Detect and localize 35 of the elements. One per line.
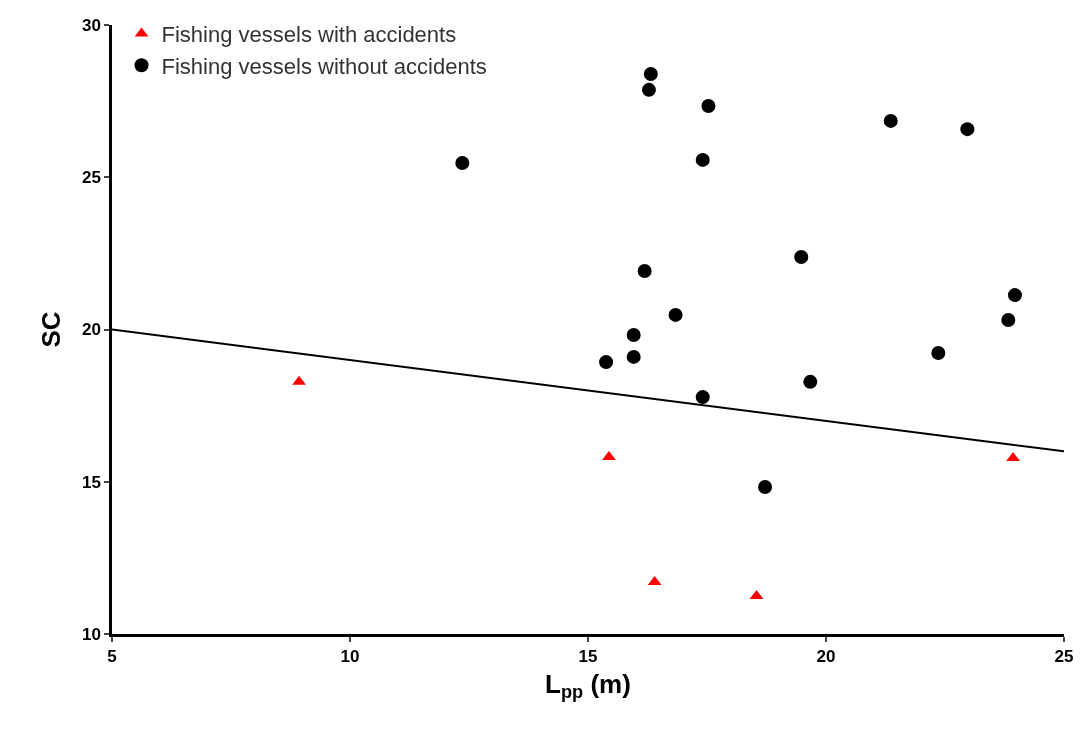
point [883, 113, 898, 128]
legend-label: Fishing vessels with accidents [161, 22, 457, 48]
y-tick-label: 15 [81, 472, 101, 492]
y-tick-label: 25 [81, 168, 101, 188]
x-tick-label: 15 [578, 647, 598, 667]
point [1001, 313, 1016, 328]
point [695, 152, 710, 167]
point [626, 327, 641, 342]
y-tick-label: 30 [81, 15, 101, 35]
point [602, 451, 616, 461]
legend-label: Fishing vessels without accidents [161, 53, 487, 79]
point [794, 250, 809, 265]
point [803, 374, 818, 389]
point [643, 67, 658, 82]
x-tick-label: 25 [1054, 647, 1074, 667]
point [455, 155, 470, 170]
point [695, 390, 710, 405]
point [641, 82, 656, 97]
x-tick-label: 10 [340, 647, 360, 667]
x-axis-title: L$_{pp}$ (m) [545, 668, 631, 703]
point [292, 375, 306, 385]
point [637, 264, 652, 279]
point [599, 355, 614, 370]
y-tick-label: 10 [81, 624, 101, 644]
point [668, 307, 683, 322]
point [960, 122, 975, 137]
point [1007, 288, 1022, 303]
y-axis-title: SC [36, 311, 67, 348]
y-tick-label: 20 [81, 320, 101, 340]
point [701, 99, 716, 113]
point [626, 349, 641, 364]
point [758, 479, 773, 494]
point [931, 345, 946, 360]
x-tick-label: 20 [816, 647, 836, 667]
x-tick-label: 5 [107, 647, 117, 667]
